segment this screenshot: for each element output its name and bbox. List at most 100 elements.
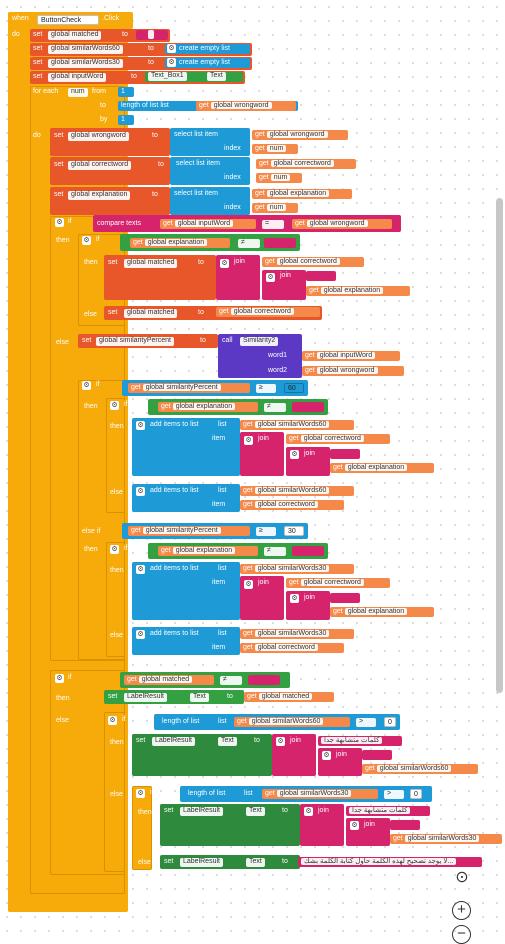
gear-icon[interactable]: ⚙ <box>55 674 64 683</box>
zoom-in-icon[interactable]: + <box>452 901 471 920</box>
gear-icon[interactable]: ⚙ <box>290 594 299 603</box>
get-explanation-block[interactable]: get global explanation <box>330 607 434 617</box>
gear-icon[interactable]: ⚙ <box>136 487 145 496</box>
get-num-block[interactable]: get num <box>256 173 302 183</box>
gear-icon[interactable]: ⚙ <box>136 565 145 574</box>
if-length60-block[interactable] <box>104 712 125 872</box>
empty-text-block[interactable] <box>330 449 360 459</box>
select-list-item-block[interactable] <box>170 128 250 156</box>
gear-icon[interactable]: ⚙ <box>244 580 253 589</box>
get-explanation-block[interactable]: get global explanation <box>330 463 434 473</box>
get-wrongword-block[interactable]: get global wrongword <box>196 101 296 111</box>
get-similar60-block[interactable]: get global similarWords60 <box>240 486 354 496</box>
get-wrongword-block[interactable]: get global wrongword <box>292 219 392 229</box>
add-items-similar30-block[interactable] <box>132 627 240 655</box>
gear-icon[interactable]: ⚙ <box>220 259 229 268</box>
var-dropdown[interactable]: global wrongword <box>210 102 272 109</box>
select-list-item-block[interactable] <box>170 187 250 215</box>
gear-icon[interactable]: ⚙ <box>82 236 91 245</box>
vertical-scrollbar[interactable] <box>496 198 503 693</box>
gear-icon[interactable]: ⚙ <box>55 218 64 227</box>
get-similar60-block[interactable]: get global similarWords60 <box>240 420 354 430</box>
get-similarity-percent-block[interactable]: get global similarityPercent <box>128 383 250 393</box>
get-correctword-block[interactable]: get global correctword <box>286 434 390 444</box>
get-explanation-block[interactable]: get global explanation <box>158 546 258 556</box>
get-explanation-block[interactable]: get global explanation <box>158 402 258 412</box>
get-correctword-block[interactable]: get global correctword <box>256 159 356 169</box>
gear-icon[interactable]: ⚙ <box>82 381 91 390</box>
get-matched-block[interactable]: get global matched <box>124 675 214 685</box>
textbox-text-block[interactable]: Text_Box1 Text <box>145 72 243 82</box>
compare-op-dropdown[interactable]: ≠ <box>238 239 260 248</box>
gear-icon[interactable]: ⚙ <box>136 630 145 639</box>
var-dropdown-inputword[interactable]: global inputWord <box>48 73 107 82</box>
gear-icon[interactable]: ⚙ <box>244 436 253 445</box>
gear-icon[interactable]: ⚙ <box>350 821 359 830</box>
gear-icon[interactable]: ⚙ <box>304 807 313 816</box>
get-matched-block[interactable]: get global matched <box>244 692 334 702</box>
gear-icon[interactable]: ⚙ <box>266 273 275 282</box>
gear-icon[interactable]: ⚙ <box>276 737 285 746</box>
empty-text-block[interactable] <box>292 402 324 412</box>
get-correctword-block[interactable]: get global correctword <box>216 307 320 317</box>
var-dropdown-similar60[interactable]: global similarWords60 <box>48 45 123 54</box>
get-similar30-block[interactable]: get global similarWords30 <box>390 834 502 844</box>
component-dropdown[interactable]: ButtonCheck <box>37 15 99 25</box>
get-inputword-block[interactable]: get global inputWord <box>160 219 256 229</box>
gear-icon[interactable]: ⚙ <box>110 545 119 554</box>
get-explanation-block[interactable]: get global explanation <box>252 189 352 199</box>
gear-icon[interactable]: ⚙ <box>322 751 331 760</box>
var-dropdown[interactable]: global explanation <box>68 191 131 200</box>
zoom-out-icon[interactable]: − <box>452 925 471 944</box>
if-length30-block[interactable] <box>132 786 152 870</box>
empty-text-block[interactable] <box>306 271 336 281</box>
get-correctword-block[interactable]: get global correctword <box>262 257 364 267</box>
procedure-dropdown[interactable]: Similarity2 <box>240 337 279 346</box>
var-dropdown[interactable]: global similarityPercent <box>96 337 174 346</box>
empty-text-block[interactable] <box>264 238 296 248</box>
add-items-similar60-block[interactable] <box>132 484 240 512</box>
arabic-text-block[interactable]: لا يوجد تصحيح لهذه الكلمة حاول كتابة الك… <box>298 857 482 867</box>
select-list-item-block[interactable] <box>170 157 250 185</box>
recenter-icon[interactable]: ⊙ <box>455 869 469 886</box>
var-dropdown[interactable]: global matched <box>124 259 178 268</box>
gear-icon[interactable]: ⚙ <box>136 421 145 430</box>
compare-op-dropdown[interactable]: ≥ <box>256 384 276 393</box>
create-empty-list-block[interactable]: ⚙ create empty list <box>165 58 250 68</box>
get-correctword-block[interactable]: get global correctword <box>286 578 390 588</box>
get-similar30-block[interactable]: get global similarWords30 <box>240 629 354 639</box>
textbox-dropdown[interactable]: Text_Box1 <box>148 72 187 81</box>
empty-text-block[interactable] <box>136 30 168 40</box>
get-num-block[interactable]: get num <box>252 144 298 154</box>
empty-text-block[interactable] <box>390 820 420 830</box>
get-inputword-block[interactable]: get global inputWord <box>302 351 400 361</box>
component-dropdown[interactable]: LabelResult <box>124 693 167 702</box>
num-60-block[interactable]: 60 <box>284 383 304 393</box>
gear-icon[interactable]: ⚙ <box>167 58 176 67</box>
get-similar60-block[interactable]: get global similarWords60 <box>362 764 478 774</box>
var-dropdown-similar30[interactable]: global similarWords30 <box>48 59 123 68</box>
var-dropdown[interactable]: global correctword <box>68 161 132 170</box>
text-prop-dropdown[interactable]: Text <box>207 72 226 81</box>
get-wrongword-block[interactable]: get global wrongword <box>302 366 404 376</box>
gear-icon[interactable]: ⚙ <box>110 401 119 410</box>
num-1-block[interactable]: 1 <box>118 115 134 125</box>
text-prop-dropdown[interactable]: Text <box>190 693 209 702</box>
var-dropdown-matched[interactable]: global matched <box>48 31 102 40</box>
gear-icon[interactable]: ⚙ <box>167 44 176 53</box>
gear-icon[interactable]: ⚙ <box>108 716 117 725</box>
num-var[interactable]: num <box>68 88 88 97</box>
gear-icon[interactable]: ⚙ <box>290 450 299 459</box>
num-30-block[interactable]: 30 <box>284 526 304 536</box>
get-wrongword-block[interactable]: get global wrongword <box>252 130 348 140</box>
num-0-block[interactable]: 0 <box>410 789 422 799</box>
get-similar30-block[interactable]: get global similarWords30 <box>240 564 354 574</box>
get-similarity-percent-block[interactable]: get global similarityPercent <box>128 526 250 536</box>
get-correctword-block[interactable]: get global correctword <box>240 500 344 510</box>
empty-text-block[interactable] <box>248 675 280 685</box>
add-items-similar60-block[interactable] <box>132 418 240 476</box>
arabic-text-block[interactable]: كلمات متشابهة جدا <box>346 806 430 816</box>
num-0-block[interactable]: 0 <box>384 717 396 727</box>
get-similar60-block[interactable]: get global similarWords60 <box>234 717 350 727</box>
empty-text-block[interactable] <box>330 593 360 603</box>
